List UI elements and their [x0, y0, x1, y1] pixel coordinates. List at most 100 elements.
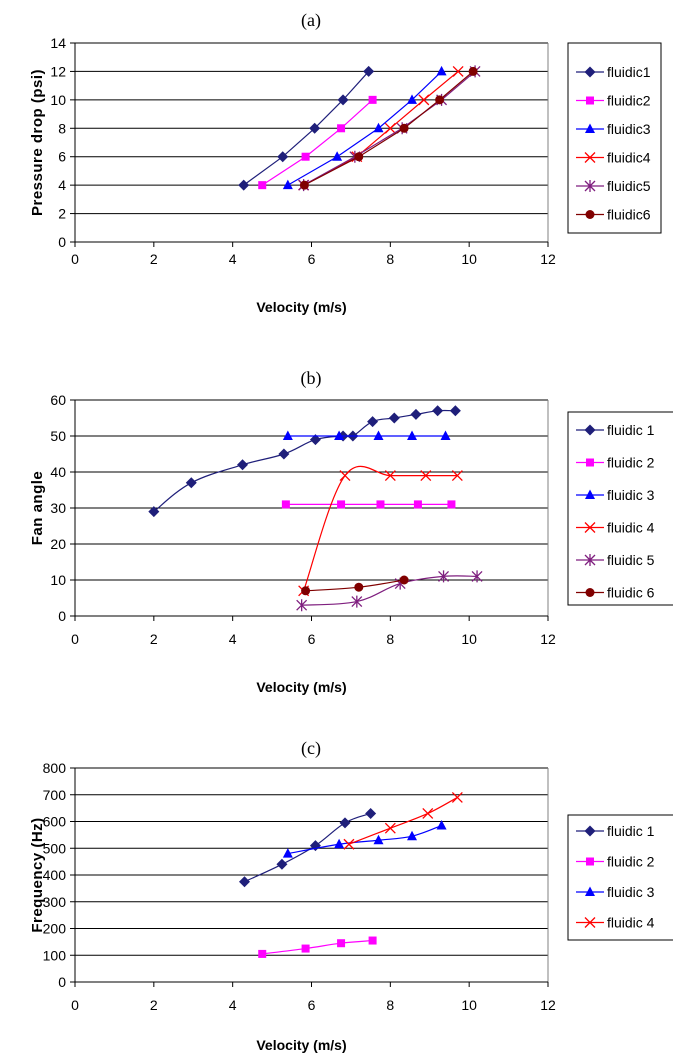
data-point — [440, 430, 451, 440]
data-point — [365, 807, 377, 819]
y-tick-label: 14 — [50, 35, 66, 51]
data-point — [334, 838, 345, 849]
legend-marker — [585, 588, 595, 597]
legend-marker — [585, 123, 595, 133]
legend-marker — [586, 857, 594, 866]
data-point — [337, 94, 349, 106]
data-point — [368, 95, 377, 104]
data-point — [384, 470, 396, 482]
legend-box — [567, 411, 673, 606]
data-point — [238, 179, 250, 191]
data-point — [449, 405, 461, 417]
data-point — [237, 459, 249, 471]
series-fluidic2 — [258, 95, 377, 190]
legend-marker — [584, 554, 596, 566]
data-point — [451, 470, 463, 482]
x-tick-label: 6 — [308, 997, 316, 1013]
x-tick-label: 8 — [386, 997, 394, 1013]
legend-marker — [584, 424, 596, 436]
series-line — [303, 465, 458, 592]
y-tick-label: 8 — [58, 120, 66, 136]
data-point — [367, 416, 379, 428]
data-point — [301, 152, 310, 161]
data-point — [301, 586, 311, 596]
data-point — [339, 817, 351, 829]
legend-marker — [586, 96, 594, 105]
legend-label: fluidic 1 — [607, 823, 655, 839]
x-tick-label: 2 — [150, 997, 158, 1013]
data-point — [432, 405, 444, 417]
panel-label: (a) — [301, 10, 321, 31]
series-line — [287, 824, 442, 855]
x-tick-label: 10 — [461, 631, 477, 647]
x-tick-label: 6 — [308, 631, 316, 647]
chart-panel-1: (a) 0 2 4 6 8 10 12 14 0 2 4 6 8 10 12 Velocity (m/s) Pre… — [29, 10, 662, 315]
legend-marker — [585, 210, 595, 219]
y-tick-label: 2 — [58, 206, 66, 222]
data-point — [420, 470, 432, 482]
data-point — [418, 94, 430, 106]
legend-label: fluidic 2 — [607, 854, 655, 870]
data-point — [438, 570, 450, 583]
legend-label: fluidic 4 — [607, 520, 655, 536]
panel-label: (b) — [301, 368, 322, 389]
data-point — [354, 582, 364, 592]
data-point — [376, 500, 385, 509]
data-point — [277, 151, 289, 163]
data-point — [337, 124, 346, 133]
x-axis-title: Velocity (m/s) — [256, 1037, 346, 1053]
data-point — [452, 65, 464, 77]
y-tick-label: 200 — [43, 921, 67, 937]
panel-label: (c) — [301, 738, 321, 759]
legend: fluidic 1 fluidic 2 fluidic 3 fluidic 4 — [567, 814, 673, 941]
y-tick-label: 10 — [50, 92, 66, 108]
x-tick-label: 2 — [150, 631, 158, 647]
legend-marker — [584, 152, 596, 163]
legend-label: fluidic 5 — [607, 552, 655, 568]
x-tick-label: 6 — [308, 251, 316, 267]
data-point — [148, 506, 160, 518]
x-tick-label: 8 — [386, 631, 394, 647]
y-tick-label: 0 — [58, 974, 66, 990]
x-tick-label: 2 — [150, 251, 158, 267]
data-point — [363, 65, 375, 77]
data-point — [281, 500, 290, 509]
data-point — [468, 66, 478, 76]
data-point — [422, 808, 434, 819]
y-tick-label: 100 — [43, 947, 67, 963]
series-fluidic3 — [282, 65, 447, 190]
series-fluidic-4 — [343, 791, 463, 850]
legend-label: fluidic 4 — [607, 915, 655, 931]
data-point — [384, 122, 396, 134]
legend-label: fluidic 6 — [607, 585, 655, 601]
legend-label: fluidic 3 — [607, 884, 655, 900]
data-point — [339, 470, 351, 482]
y-tick-label: 400 — [43, 867, 67, 883]
y-tick-label: 30 — [50, 500, 66, 516]
series-line — [261, 99, 373, 186]
y-tick-label: 50 — [50, 428, 66, 444]
legend-label: fluidic3 — [607, 121, 651, 137]
legend-label: fluidic1 — [607, 64, 651, 80]
series-line — [348, 796, 458, 845]
legend-marker — [584, 522, 596, 533]
data-point — [299, 180, 309, 190]
data-point — [309, 122, 321, 134]
legend: fluidic 1 fluidic 2 fluidic 3 fluidic 4 flui… — [567, 411, 673, 606]
data-point — [407, 830, 418, 841]
series-fluidic1 — [238, 65, 375, 191]
legend-marker — [584, 180, 596, 192]
y-axis-title: Fan angle — [29, 471, 46, 546]
data-point — [384, 822, 396, 834]
series-fluidic-1 — [148, 405, 461, 518]
data-point — [309, 434, 321, 446]
y-axis-title: Frequency (Hz) — [29, 817, 46, 932]
data-point — [278, 448, 290, 460]
data-point — [296, 599, 308, 612]
y-tick-label: 500 — [43, 840, 67, 856]
y-tick-label: 0 — [58, 608, 66, 624]
y-tick-label: 600 — [43, 814, 67, 830]
legend-box — [567, 42, 662, 234]
chart-panel-3: (c) 0 100 200 300 400 500 600 700 800 0 2 4 6 8 10 12 Vel… — [29, 738, 673, 1053]
series-fluidic6 — [299, 66, 478, 190]
